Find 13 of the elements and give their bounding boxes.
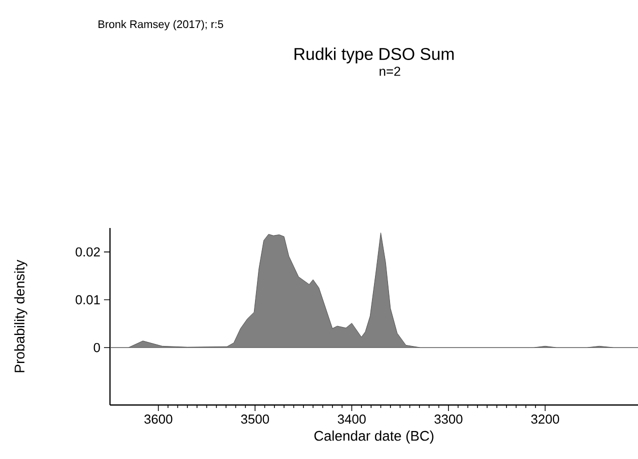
x-tick-label: 3400 (338, 414, 366, 424)
x-tick-label: 3300 (434, 414, 462, 424)
x-tick-label: 3200 (531, 414, 560, 424)
chart-title: Rudki type DSO Sum (294, 48, 454, 64)
y-tick-label: 0 (94, 342, 100, 352)
x-axis-title: Calendar date (BC) (314, 430, 434, 444)
x-tick-label: 3600 (144, 414, 172, 424)
chart-subtitle: n=2 (380, 66, 400, 76)
y-axis-title: Probability density (14, 260, 28, 372)
text: Bronk Ramsey (2017); r:5 (98, 20, 224, 30)
y-tick-label: 0.01 (76, 295, 100, 304)
y-tick-label: 0.02 (76, 247, 100, 257)
x-tick-label: 3500 (241, 414, 269, 424)
